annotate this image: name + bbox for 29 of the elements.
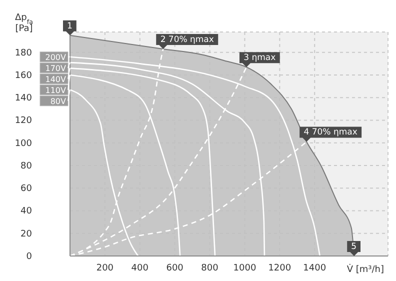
annotation: 4 70% ηmax: [304, 128, 358, 138]
legend-label: 140V: [45, 74, 67, 84]
x-tick-label: 800: [201, 263, 219, 274]
x-tick-label: 400: [131, 263, 149, 274]
legend-label: 170V: [45, 64, 67, 73]
series-label: 80V: [50, 96, 67, 106]
x-tick-label: 600: [166, 263, 184, 274]
legend-label: 110V: [45, 86, 67, 95]
x-tick-label: 1200: [268, 263, 292, 274]
x-tick-label: 200: [96, 263, 114, 274]
annotation: 1: [66, 21, 72, 32]
annotation: 3 ηmax: [244, 53, 276, 64]
annotation: 5: [351, 242, 357, 252]
y-axis-title: Δp$_{fa}$ [Pa]: [15, 13, 34, 34]
y-tick-label: 80: [20, 161, 32, 172]
x-axis-title: V̇ [m³/h]: [346, 263, 384, 275]
y-tick-label: 60: [20, 184, 32, 194]
y-tick-label: 0: [26, 252, 32, 262]
y-tick-label: 180: [14, 48, 32, 58]
x-tick-label: 1400: [303, 263, 326, 274]
legend-label: 200V: [45, 52, 67, 62]
x-tick-label: 1000: [233, 263, 256, 274]
y-tick-label: 20: [20, 229, 32, 240]
y-tick-label: 120: [14, 116, 32, 126]
y-tick-label: 160: [14, 70, 32, 81]
y-tick-label: 140: [14, 94, 32, 104]
annotation: 2 70% ηmax: [160, 34, 214, 45]
y-tick-label: 40: [20, 206, 32, 217]
y-tick-label: 100: [14, 138, 32, 149]
